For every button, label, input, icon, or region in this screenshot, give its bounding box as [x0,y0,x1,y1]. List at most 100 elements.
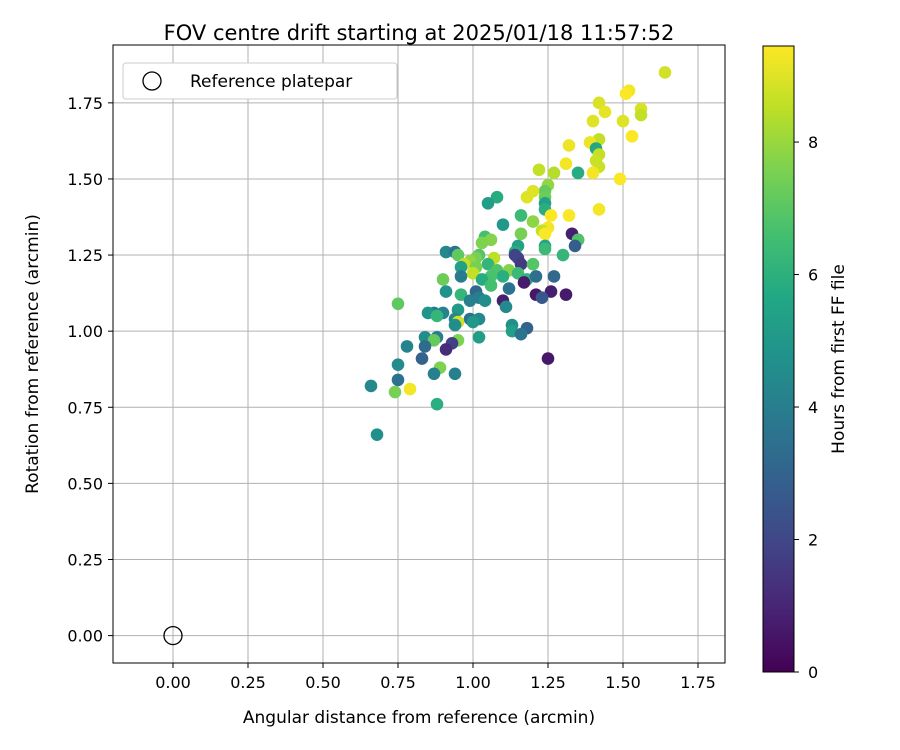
y-tick-label: 0.50 [67,474,103,493]
x-tick-label: 1.00 [455,673,491,692]
data-point [400,340,414,353]
data-point [547,166,561,180]
data-point [517,276,531,289]
data-point [514,227,528,241]
data-point [391,373,405,387]
data-point [475,273,489,286]
data-point [454,260,468,274]
legend: Reference platepar [122,62,398,100]
data-point [535,291,549,304]
x-axis-label: Angular distance from reference (arcmin) [243,708,595,728]
x-tick-label: 1.50 [605,673,641,692]
colorbar-tick-label: 8 [808,133,818,152]
colorbar-tick-label: 0 [808,663,818,682]
data-point [634,108,648,122]
data-point [451,248,465,262]
data-point [364,379,378,393]
data-point [391,358,405,371]
data-point [586,166,600,180]
data-point [490,190,504,204]
data-point [403,382,417,396]
data-point [391,297,405,311]
chart-title: FOV centre drift starting at 2025/01/18 … [164,21,675,45]
data-point [658,66,672,79]
reference-platepar-marker [163,625,183,646]
data-point [541,352,555,365]
data-point [520,190,534,204]
data-point [466,315,480,329]
colorbar-gradient [762,45,795,673]
data-point [430,397,444,411]
data-point [571,166,585,180]
y-tick-label: 1.50 [67,170,103,189]
data-point [625,130,639,143]
data-point [562,139,576,152]
legend-marker-icon [142,71,162,91]
y-tick-label: 0.75 [67,398,103,417]
data-point [478,294,492,308]
data-point [544,209,558,222]
data-points [364,66,672,441]
data-point [481,197,495,210]
x-axis: 0.00 0.25 0.50 0.75 1.00 1.25 1.50 1.75 [155,663,716,692]
data-point [427,334,441,347]
x-tick-label: 0.50 [305,673,341,692]
data-point [436,273,450,286]
data-point [430,309,444,323]
data-point [538,227,552,241]
colorbar-ticks: 0 2 4 6 8 [794,133,818,682]
data-point [616,114,630,128]
data-point [463,294,477,308]
data-point [496,218,510,231]
data-point [388,385,402,399]
data-point [529,270,543,283]
y-axis-label: Rotation from reference (arcmin) [23,214,43,494]
data-point [592,203,606,216]
data-point [499,300,513,314]
y-tick-label: 0.25 [67,550,103,569]
colorbar: 0 2 4 6 8 Hours from first FF file [762,45,849,682]
data-point [454,270,468,283]
x-tick-label: 1.25 [530,673,566,692]
data-point [454,288,468,301]
x-tick-label: 0.00 [155,673,191,692]
data-point [619,87,633,101]
x-tick-label: 1.75 [680,673,716,692]
data-point [586,114,600,128]
data-point [562,209,576,222]
x-tick-label: 0.75 [380,673,416,692]
x-tick-label: 0.25 [230,673,266,692]
data-point [532,163,546,177]
colorbar-label: Hours from first FF file [829,264,849,454]
data-point [439,343,453,356]
data-point [526,215,540,228]
data-point [448,318,462,332]
data-point [448,367,462,381]
data-point [559,288,573,301]
data-point [559,157,573,171]
legend-box [122,62,398,100]
data-point [472,330,486,344]
data-point [526,257,540,271]
data-point [514,327,528,341]
data-point [613,172,627,186]
y-tick-label: 0.00 [67,627,103,646]
data-point [418,340,432,353]
data-point [481,257,495,271]
y-axis: 0.00 0.25 0.50 0.75 1.00 1.25 1.50 1.75 [67,94,113,646]
data-point [439,245,453,259]
data-point [511,267,525,280]
data-point [514,209,528,222]
legend-entry-label: Reference platepar [190,72,352,92]
y-tick-label: 1.75 [67,94,103,113]
data-point [556,248,570,262]
data-point [502,282,516,295]
y-tick-label: 1.25 [67,246,103,265]
data-point [466,267,480,280]
data-point [427,367,441,381]
y-tick-label: 1.00 [67,322,103,341]
data-point [568,239,582,253]
colorbar-tick-label: 6 [808,266,818,285]
data-point [544,285,558,298]
